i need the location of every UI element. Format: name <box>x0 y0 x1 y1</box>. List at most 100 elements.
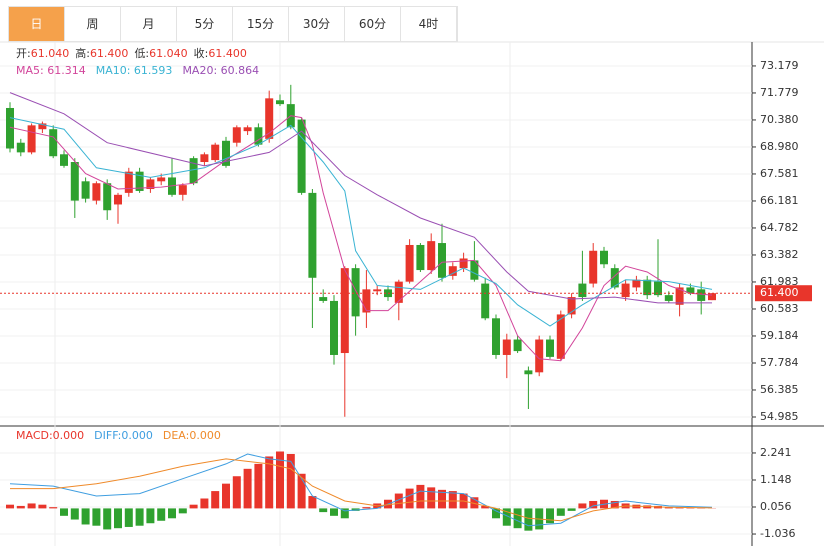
candle-body <box>394 281 403 303</box>
macd-bar <box>664 507 673 509</box>
period-tab[interactable]: 15分 <box>233 7 289 41</box>
candle-body <box>308 192 317 278</box>
candle-body <box>222 140 230 166</box>
y-tick-label: 64.782 <box>760 221 799 234</box>
macd-bar <box>70 508 79 520</box>
candle-body <box>200 154 209 163</box>
candle-body <box>492 318 500 355</box>
candle-body <box>600 250 608 265</box>
y-tick-label: 57.784 <box>760 356 799 369</box>
candle-body <box>481 283 490 319</box>
macd-bar <box>103 508 112 530</box>
macd-bar <box>157 508 166 521</box>
macd-bar <box>276 451 284 509</box>
y-tick-label: 61.983 <box>760 275 799 288</box>
candle-body <box>340 268 349 354</box>
macd-bar <box>189 504 198 509</box>
candle-body <box>578 283 587 298</box>
candle-body <box>535 339 544 373</box>
macd-bar <box>81 508 90 525</box>
candle-body <box>103 183 112 211</box>
candle-body <box>254 127 263 145</box>
macd-bar <box>578 503 587 509</box>
period-tab[interactable]: 30分 <box>289 7 345 41</box>
macd-bar <box>567 508 576 511</box>
y-tick-label: -1.036 <box>760 527 795 540</box>
info-label: 低: <box>134 47 149 60</box>
info-value: 61.400 <box>90 47 129 60</box>
period-tab[interactable]: 月 <box>121 7 177 41</box>
macd-bar <box>6 504 14 509</box>
period-tab[interactable]: 60分 <box>345 7 401 41</box>
macd-bar <box>168 508 176 519</box>
macd-bar <box>135 508 144 526</box>
indicator-line <box>10 458 713 522</box>
period-tab[interactable]: 4时 <box>401 7 457 41</box>
macd-bar <box>308 496 317 509</box>
macd-bar <box>502 508 511 526</box>
macd-bar <box>232 476 241 509</box>
macd-bar <box>362 507 371 509</box>
candle-body <box>438 243 446 278</box>
macd-bar <box>222 483 230 509</box>
legend-entry: MA10: 61.593 <box>96 64 173 77</box>
macd-bar <box>146 508 155 524</box>
macd-bar <box>60 508 68 516</box>
macd-bar <box>27 503 36 509</box>
candle-body <box>427 241 436 271</box>
macd-bar <box>243 468 252 509</box>
macd-bar <box>286 453 295 509</box>
candle-body <box>319 297 328 301</box>
y-tick-label: 70.380 <box>760 113 799 126</box>
candle-body <box>60 154 68 166</box>
y-tick-label: 67.581 <box>760 167 799 180</box>
macd-bar <box>254 463 263 509</box>
macd-bar <box>546 508 554 524</box>
candle-body <box>524 370 533 375</box>
candle-body <box>610 268 619 288</box>
candle-body <box>265 98 274 139</box>
period-tab[interactable]: 5分 <box>177 7 233 41</box>
candle-body <box>362 289 371 313</box>
ma-legend: MA5: 61.314 MA10: 61.593 MA20: 60.864 <box>16 64 259 77</box>
candle-body <box>189 158 198 184</box>
indicator-line <box>9 115 713 362</box>
candle-body <box>351 268 360 317</box>
y-tick-label: 1.148 <box>760 473 792 486</box>
candle-body <box>416 244 425 271</box>
macd-bar <box>405 488 414 509</box>
macd-bar <box>589 500 598 509</box>
macd-bar <box>438 489 446 509</box>
info-value: 61.040 <box>149 47 188 60</box>
candle-body <box>632 279 641 288</box>
candle-body <box>92 183 101 201</box>
y-tick-label: 56.385 <box>760 383 799 396</box>
macd-bar <box>340 508 349 519</box>
macd-bar <box>16 505 25 509</box>
candle-body <box>6 107 14 149</box>
candle-body <box>157 177 166 182</box>
candle-body <box>27 125 36 153</box>
candle-body <box>135 171 144 191</box>
legend-entry: MACD:0.000 <box>16 429 84 442</box>
ohlc-info: 开:61.040 高:61.400 低:61.040 收:61.400 <box>16 46 247 60</box>
macd-bar <box>492 508 500 519</box>
y-tick-label: 2.241 <box>760 446 792 459</box>
macd-bar <box>211 491 220 509</box>
y-tick-label: 71.779 <box>760 86 799 99</box>
candle-body <box>513 339 522 352</box>
candle-body <box>38 123 47 130</box>
period-tab[interactable]: 日 <box>9 7 65 41</box>
candle-body <box>567 297 576 315</box>
candle-body <box>654 281 662 296</box>
macd-bar <box>265 456 274 509</box>
candle-body <box>81 181 90 199</box>
y-tick-label: 0.056 <box>760 500 792 513</box>
candle-body <box>124 171 133 193</box>
candle-body <box>405 244 414 282</box>
candle-body <box>297 119 306 193</box>
period-tab[interactable]: 周 <box>65 7 121 41</box>
candle-body <box>330 300 338 355</box>
macd-bar <box>92 508 101 526</box>
